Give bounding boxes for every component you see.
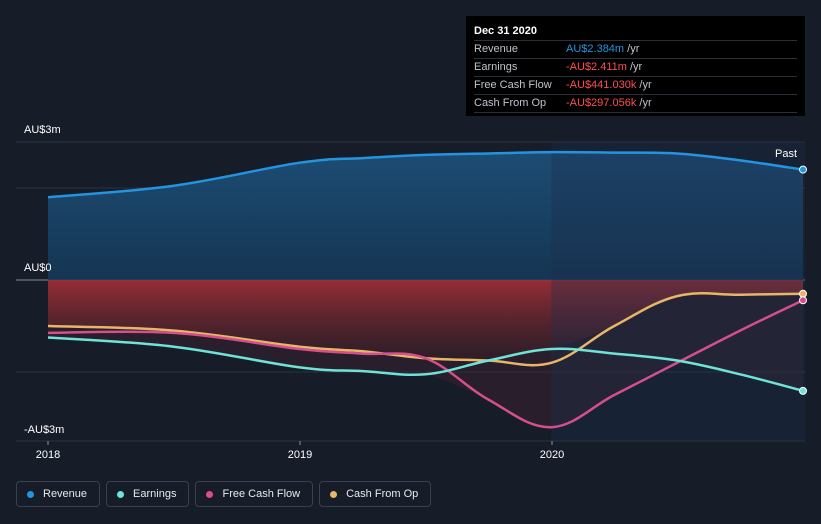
tooltip-unit: /yr [627,43,640,55]
series-line-free-cash-flow [47,299,804,429]
legend-item-cash-from-op[interactable]: Cash From Op [319,481,432,507]
series-end-marker-earnings [799,386,807,395]
legend-item-earnings[interactable]: Earnings [106,481,190,507]
legend-dot-icon [117,490,125,498]
x-axis-ticks: 2018 2019 2020 [36,441,564,461]
tooltip-row-free-cash-flow: Free Cash Flow -AU$441.030k /yr [474,77,797,95]
legend-label: Earnings [133,488,177,500]
past-label: Past [775,148,797,160]
x-tick-label: 2018 [36,449,60,461]
legend-item-free-cash-flow[interactable]: Free Cash Flow [195,481,314,507]
series-end-marker-revenue [799,165,807,174]
series-line-cash-from-op [47,292,804,367]
tooltip-row-cash-from-op: Cash From Op -AU$297.056k /yr [474,95,797,113]
series-line-revenue [47,150,804,199]
series-line-earnings [47,336,804,393]
tooltip-value: -AU$2.411m [566,61,627,73]
x-tick-label: 2020 [540,449,564,461]
tooltip-date: Dec 31 2020 [474,24,797,41]
legend-label: Cash From Op [346,488,419,500]
y-axis-ticks: AU$3m AU$0 -AU$3m [24,124,64,436]
y-tick-label: -AU$3m [24,424,64,436]
negative-area [48,280,803,362]
chart-series-lines [47,150,804,429]
y-tick-label: AU$0 [24,262,52,274]
chart-legend: Revenue Earnings Free Cash Flow Cash Fro… [16,481,432,507]
legend-dot-icon [330,490,338,498]
tooltip-label: Cash From Op [474,97,547,109]
highlight-region [551,142,805,441]
revenue-area [48,152,803,280]
y-tick-label: AU$3m [24,124,61,136]
series-end-marker-free-cash-flow [799,296,807,305]
tooltip-label: Free Cash Flow [474,79,552,91]
legend-label: Revenue [43,488,88,500]
data-tooltip: Dec 31 2020 Revenue AU$2.384m /yr Earnin… [466,16,805,116]
tooltip-row-earnings: Earnings -AU$2.411m /yr [474,59,797,77]
tooltip-row-revenue: Revenue AU$2.384m /yr [474,41,797,59]
series-end-markers [799,165,807,395]
tooltip-unit: /yr [639,97,652,109]
tooltip-unit: /yr [630,61,643,73]
tooltip-value: -AU$441.030k [566,79,637,91]
tooltip-label: Earnings [474,61,518,73]
tooltip-unit: /yr [639,79,652,91]
tooltip-value: -AU$297.056k [566,97,637,109]
x-tick-label: 2019 [288,449,312,461]
legend-item-revenue[interactable]: Revenue [16,481,101,507]
legend-label: Free Cash Flow [222,488,301,500]
tooltip-value: AU$2.384m [566,43,625,55]
legend-dot-icon [206,490,214,498]
tooltip-label: Revenue [474,43,519,55]
legend-dot-icon [27,490,34,498]
